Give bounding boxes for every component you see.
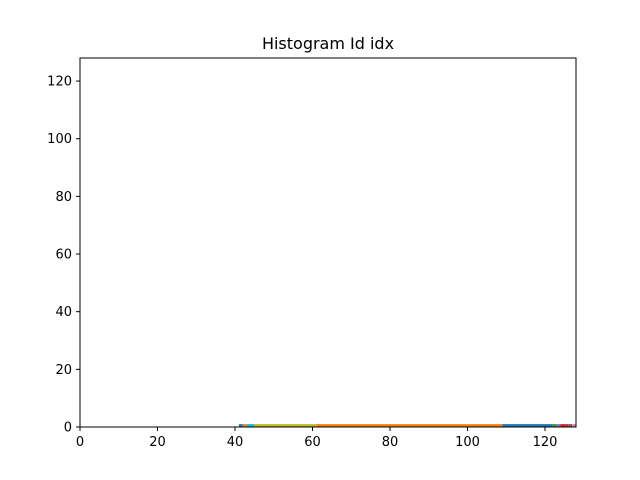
- y-tick-label: 20: [55, 363, 72, 378]
- x-tick-label: 60: [304, 435, 321, 450]
- x-tick-label: 20: [149, 435, 166, 450]
- histogram-bar-3: [254, 424, 317, 427]
- x-tick-label: 0: [76, 435, 84, 450]
- y-tick-label: 60: [55, 248, 72, 263]
- histogram-bar-0: [238, 424, 243, 427]
- y-tick-label: 80: [55, 190, 72, 205]
- y-axis: 0 20 40 60 80 100 120: [47, 75, 80, 436]
- x-tick-label: 40: [227, 435, 244, 450]
- histogram-bar-9: [568, 424, 573, 427]
- histogram-bar-8: [560, 424, 569, 427]
- plot-frame: [79, 57, 577, 428]
- y-tick-label: 100: [47, 132, 72, 147]
- y-tick-label: 120: [47, 75, 72, 90]
- histogram-bar-4: [316, 424, 503, 427]
- bars-group: [238, 424, 576, 427]
- histogram-bar-1: [242, 424, 247, 427]
- x-tick-label: 80: [382, 435, 399, 450]
- histogram-bar-7: [556, 424, 561, 427]
- histogram-bar-6: [552, 424, 557, 427]
- x-axis: 0 20 40 60 80 100 120: [76, 427, 558, 450]
- y-tick-label: 0: [64, 421, 72, 436]
- x-tick-label: 120: [533, 435, 558, 450]
- chart-title: Histogram Id idx: [262, 34, 394, 53]
- y-tick-label: 40: [55, 305, 72, 320]
- x-tick-label: 100: [455, 435, 480, 450]
- histogram-bar-10: [572, 424, 576, 427]
- histogram-bar-5: [502, 424, 553, 427]
- histogram-bar-2: [246, 424, 255, 427]
